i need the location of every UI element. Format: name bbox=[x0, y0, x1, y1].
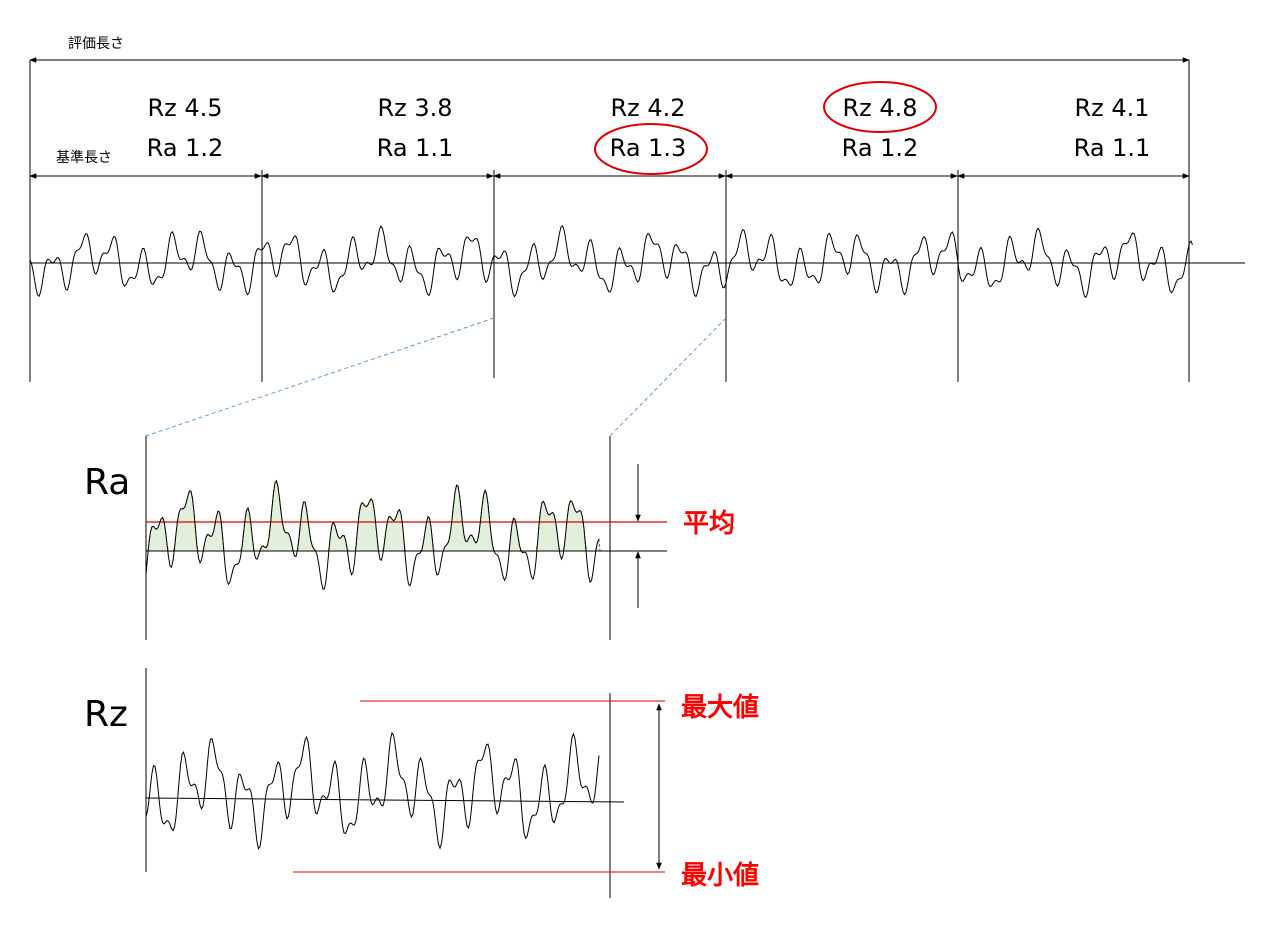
segment-boundaries bbox=[29, 60, 1190, 382]
zoom-projection-right bbox=[609, 317, 727, 437]
highlight-circle-rz bbox=[823, 81, 937, 133]
segment-3-rz: Rz 4.2 bbox=[610, 94, 685, 122]
segment-3-ra: Ra 1.3 bbox=[610, 134, 687, 162]
segment-2-rz: Rz 3.8 bbox=[377, 94, 452, 122]
reference-length-label: 基準長さ bbox=[56, 149, 112, 166]
ra-title: Ra bbox=[84, 462, 130, 503]
ra-panel: Ra 平均 bbox=[84, 436, 735, 640]
rz-panel: Rz 最大値 最小値 bbox=[84, 668, 759, 898]
segment-2-ra: Ra 1.1 bbox=[377, 134, 454, 162]
highlight-circle-ra bbox=[594, 123, 708, 175]
segment-1-ra: Ra 1.2 bbox=[147, 134, 224, 162]
roughness-profile bbox=[29, 224, 1193, 299]
segment-4-ra: Ra 1.2 bbox=[842, 134, 919, 162]
rz-profile bbox=[145, 731, 600, 850]
zoom-projection-left bbox=[145, 317, 495, 437]
rz-min-label: 最小値 bbox=[681, 861, 759, 891]
evaluation-length-label: 評価長さ bbox=[68, 36, 124, 52]
rz-max-label: 最大値 bbox=[681, 693, 759, 723]
ra-profile bbox=[145, 479, 600, 590]
rz-title: Rz bbox=[84, 694, 128, 735]
segment-1-rz: Rz 4.5 bbox=[147, 94, 222, 122]
segment-values: Rz 4.5 Ra 1.2 Rz 3.8 Ra 1.1 Rz 4.2 Ra 1.… bbox=[147, 94, 1151, 162]
segment-4-rz: Rz 4.8 bbox=[842, 94, 917, 122]
ra-area-fill bbox=[146, 479, 601, 552]
segment-5-ra: Ra 1.1 bbox=[1074, 134, 1151, 162]
ra-mean-label: 平均 bbox=[683, 509, 735, 539]
segment-5-rz: Rz 4.1 bbox=[1074, 94, 1149, 122]
